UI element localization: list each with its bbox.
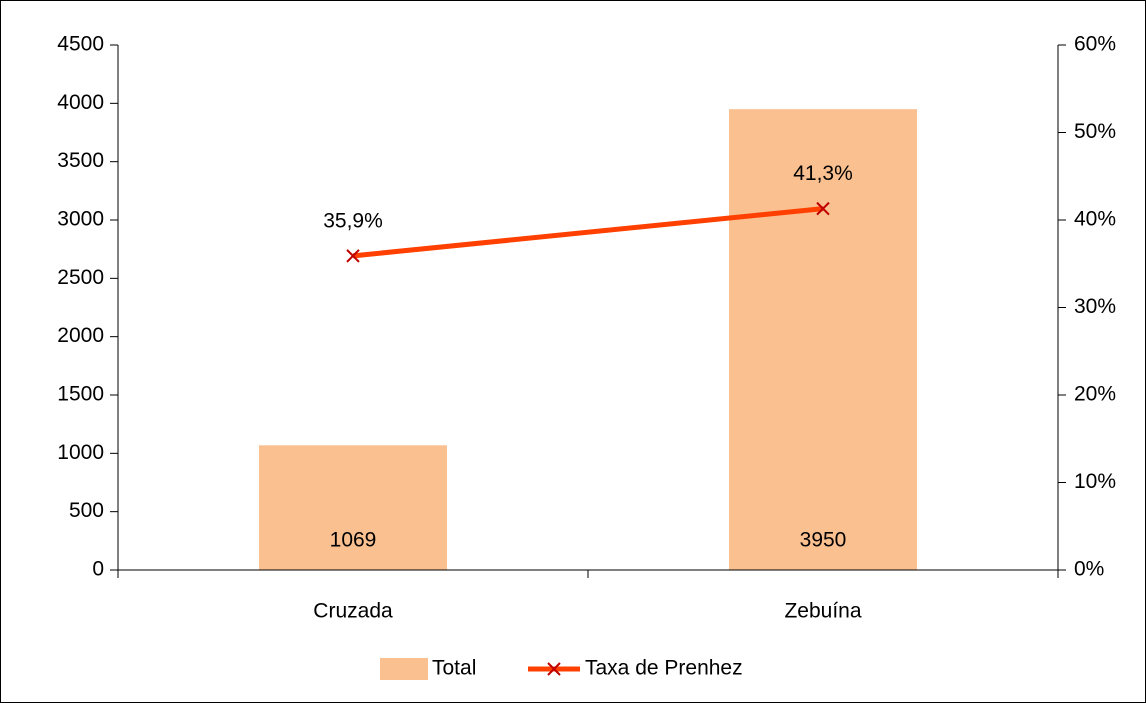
legend-marker	[547, 662, 561, 676]
bar	[729, 109, 917, 571]
line-marker	[346, 249, 360, 263]
y2-tick-label: 40%	[1074, 208, 1116, 231]
line-marker	[816, 201, 830, 216]
y-tick-label: 1500	[57, 383, 104, 406]
legend-label: Taxa de Prenhez	[585, 657, 743, 680]
line-value-label: 41,3%	[793, 162, 853, 185]
line-value-label: 35,9%	[323, 209, 383, 232]
y2-tick-label: 30%	[1074, 295, 1116, 318]
y2-tick-label: 10%	[1074, 470, 1116, 493]
y-tick-label: 500	[69, 499, 104, 522]
bar-value-label: 3950	[800, 529, 847, 552]
y2-tick-label: 50%	[1074, 120, 1116, 143]
y-tick-label: 1000	[57, 441, 104, 464]
legend-label: Total	[432, 657, 476, 680]
y2-tick-label: 0%	[1074, 558, 1104, 581]
y2-tick-label: 20%	[1074, 383, 1116, 406]
bar-value-label: 1069	[330, 529, 377, 552]
y-tick-label: 2500	[57, 266, 104, 289]
y-tick-label: 3500	[57, 149, 104, 172]
legend-swatch	[380, 658, 428, 680]
x-tick-label: Cruzada	[313, 600, 393, 623]
y2-tick-label: 60%	[1074, 33, 1116, 56]
y-tick-label: 0	[92, 558, 104, 581]
bar	[259, 445, 447, 570]
y-tick-label: 2000	[57, 324, 104, 347]
x-tick-label: Zebuína	[784, 600, 861, 623]
line	[352, 206, 824, 259]
y-tick-label: 3000	[57, 208, 104, 231]
y-tick-label: 4500	[57, 33, 104, 56]
y-tick-label: 4000	[57, 91, 104, 114]
